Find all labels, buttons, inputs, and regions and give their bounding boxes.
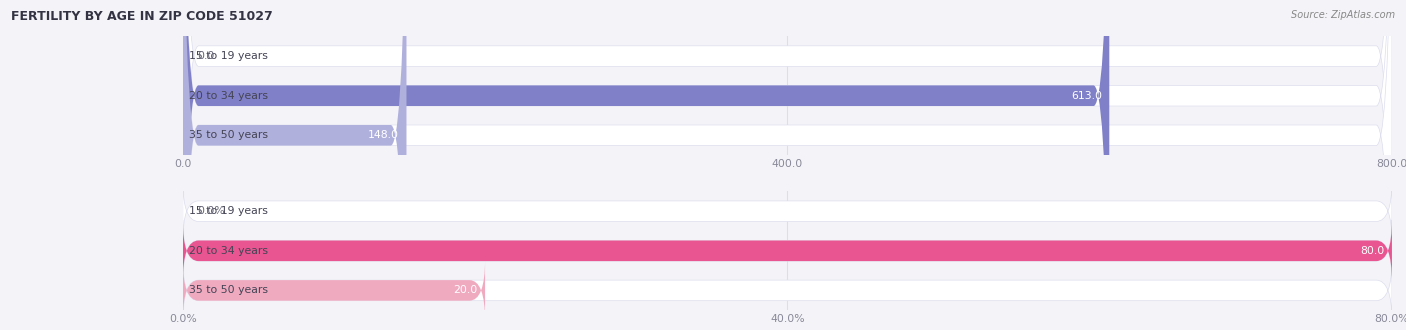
- Text: 15 to 19 years: 15 to 19 years: [188, 206, 267, 216]
- Text: 0.0: 0.0: [197, 51, 215, 61]
- Text: 148.0: 148.0: [368, 130, 399, 140]
- FancyBboxPatch shape: [183, 0, 1392, 330]
- FancyBboxPatch shape: [183, 259, 485, 321]
- Text: 20.0: 20.0: [454, 285, 478, 295]
- FancyBboxPatch shape: [183, 259, 1392, 321]
- FancyBboxPatch shape: [183, 220, 1392, 282]
- FancyBboxPatch shape: [183, 0, 406, 330]
- Text: 35 to 50 years: 35 to 50 years: [188, 130, 267, 140]
- FancyBboxPatch shape: [183, 0, 1392, 330]
- Text: Source: ZipAtlas.com: Source: ZipAtlas.com: [1291, 10, 1395, 20]
- Text: FERTILITY BY AGE IN ZIP CODE 51027: FERTILITY BY AGE IN ZIP CODE 51027: [11, 10, 273, 23]
- Text: 15 to 19 years: 15 to 19 years: [188, 51, 267, 61]
- Text: 20 to 34 years: 20 to 34 years: [188, 246, 267, 256]
- FancyBboxPatch shape: [183, 180, 1392, 242]
- Text: 613.0: 613.0: [1071, 91, 1102, 101]
- Text: 0.0%: 0.0%: [197, 206, 225, 216]
- Text: 20 to 34 years: 20 to 34 years: [188, 91, 267, 101]
- FancyBboxPatch shape: [183, 220, 1392, 282]
- Text: 80.0: 80.0: [1361, 246, 1385, 256]
- FancyBboxPatch shape: [183, 0, 1109, 330]
- FancyBboxPatch shape: [183, 0, 1392, 330]
- Text: 35 to 50 years: 35 to 50 years: [188, 285, 267, 295]
